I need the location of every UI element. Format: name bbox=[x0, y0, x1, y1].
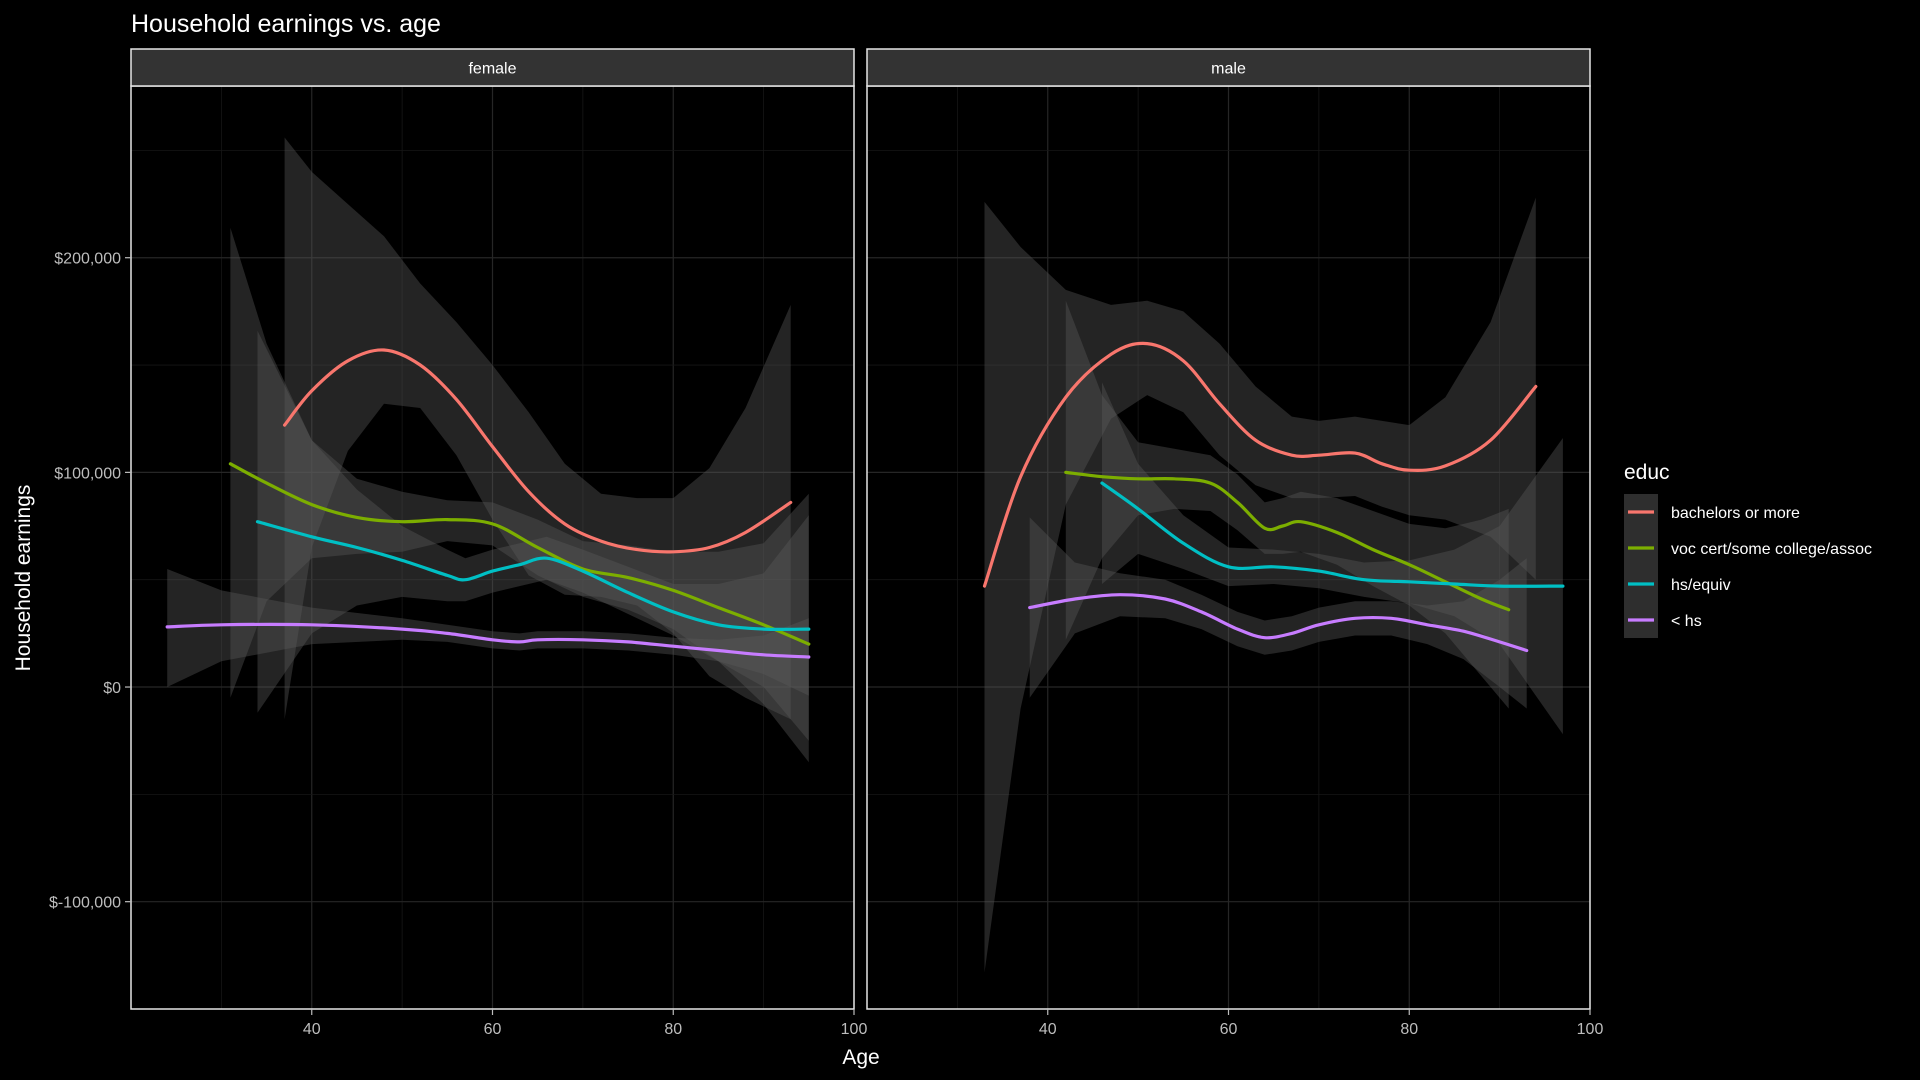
x-tick-label: 40 bbox=[1039, 1021, 1057, 1038]
series-line-bachelors-or-more bbox=[982, 341, 1538, 588]
panels-layer: female 40 60 80 100 $-100,000 $0 $100,000 $200,0… bbox=[49, 48, 1604, 1038]
x-tick-label: 60 bbox=[1220, 1021, 1238, 1038]
confidence-band-hs-equiv bbox=[257, 330, 809, 741]
confidence-band-bachelors-or-more bbox=[984, 197, 1536, 973]
legend-label: hs/equiv bbox=[1671, 577, 1731, 594]
facet-label: male bbox=[1211, 61, 1246, 78]
x-tick-label: 80 bbox=[1400, 1021, 1418, 1038]
x-tick-label: 60 bbox=[484, 1021, 502, 1038]
facet-strip bbox=[130, 48, 855, 87]
confidence-band-voc-cert-some-college-assoc bbox=[1065, 300, 1509, 709]
facet-label: female bbox=[468, 61, 516, 78]
legend-item: bachelors or more bbox=[1624, 494, 1800, 530]
legend-label: bachelors or more bbox=[1671, 505, 1800, 522]
y-axis-title: Household earnings bbox=[12, 485, 35, 672]
x-tick-label: 100 bbox=[841, 1021, 868, 1038]
legend-item: < hs bbox=[1624, 602, 1702, 638]
series-line-voc-cert-some-college-assoc bbox=[228, 462, 811, 646]
x-tick-label: 100 bbox=[1577, 1021, 1604, 1038]
x-axis-title: Age bbox=[842, 1046, 879, 1069]
y-tick-label: $200,000 bbox=[54, 251, 121, 268]
legend-item: hs/equiv bbox=[1624, 566, 1731, 602]
legend: educ bachelors or more voc cert/some coll… bbox=[1624, 461, 1872, 638]
series-line-hs-equiv bbox=[1100, 481, 1565, 588]
series-line-voc-cert-some-college-assoc bbox=[1064, 470, 1511, 612]
panel-male: male 40 60 80 100 bbox=[866, 48, 1604, 1038]
series-line--hs bbox=[165, 622, 811, 659]
y-tick-label: $-100,000 bbox=[49, 895, 121, 912]
chart-title: Household earnings vs. age bbox=[131, 10, 441, 38]
x-tick-label: 80 bbox=[664, 1021, 682, 1038]
x-tick-label: 40 bbox=[303, 1021, 321, 1038]
confidence-band--hs bbox=[1029, 517, 1527, 709]
series-line-hs-equiv bbox=[255, 520, 811, 632]
legend-label: < hs bbox=[1671, 613, 1702, 630]
panel-female: female 40 60 80 100 $-100,000 $0 $100,000 $200,0… bbox=[49, 48, 868, 1038]
y-tick-label: $100,000 bbox=[54, 465, 121, 482]
facet-strip bbox=[866, 48, 1591, 87]
y-tick-label: $0 bbox=[103, 680, 121, 697]
series-layer bbox=[982, 197, 1565, 973]
series-layer bbox=[165, 137, 811, 763]
confidence-band-voc-cert-some-college-assoc bbox=[230, 227, 809, 763]
confidence-band-hs-equiv bbox=[1102, 382, 1563, 735]
series-line-bachelors-or-more bbox=[283, 348, 793, 554]
legend-item: voc cert/some college/assoc bbox=[1624, 530, 1872, 566]
legend-label: voc cert/some college/assoc bbox=[1671, 541, 1872, 558]
confidence-band-bachelors-or-more bbox=[284, 137, 791, 720]
confidence-band--hs bbox=[167, 569, 809, 696]
legend-title: educ bbox=[1624, 461, 1670, 484]
series-line--hs bbox=[1028, 593, 1529, 653]
